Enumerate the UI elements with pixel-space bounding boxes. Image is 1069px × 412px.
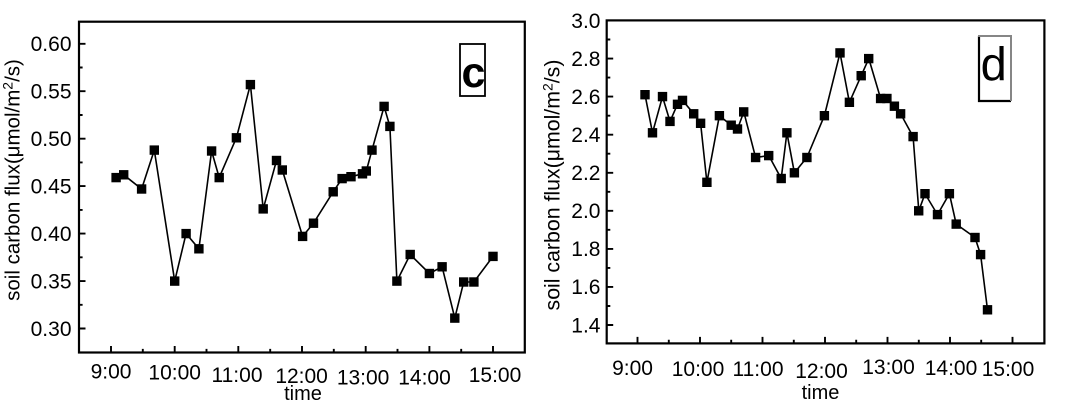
svg-text:0.40: 0.40: [31, 223, 72, 246]
svg-text:1.8: 1.8: [571, 238, 600, 261]
svg-text:3.0: 3.0: [571, 10, 600, 33]
svg-text:1.4: 1.4: [571, 314, 601, 337]
svg-text:15:00: 15:00: [982, 358, 1035, 381]
svg-text:9:00: 9:00: [91, 361, 132, 384]
svg-text:0.50: 0.50: [31, 128, 72, 151]
svg-text:12:00: 12:00: [275, 365, 328, 388]
svg-text:10:00: 10:00: [148, 362, 201, 385]
svg-text:12:00: 12:00: [795, 360, 848, 383]
svg-text:1.6: 1.6: [571, 276, 600, 299]
svg-text:c: c: [462, 49, 486, 97]
svg-text:soil carbon flux(μmol/m2/s): soil carbon flux(μmol/m2/s): [540, 60, 565, 311]
svg-text:2.2: 2.2: [571, 162, 600, 185]
svg-text:9:00: 9:00: [612, 357, 653, 380]
svg-text:2.0: 2.0: [571, 200, 600, 223]
svg-text:0.30: 0.30: [31, 318, 72, 341]
svg-text:2.4: 2.4: [571, 124, 601, 147]
svg-text:0.45: 0.45: [31, 175, 72, 198]
svg-text:13:00: 13:00: [337, 367, 390, 390]
svg-text:10:00: 10:00: [672, 358, 725, 381]
svg-text:14:00: 14:00: [925, 357, 978, 380]
svg-text:15:00: 15:00: [469, 364, 522, 387]
svg-text:2.6: 2.6: [571, 86, 600, 109]
svg-text:14:00: 14:00: [398, 367, 451, 390]
svg-text:11:00: 11:00: [733, 358, 784, 381]
svg-text:0.55: 0.55: [31, 81, 72, 104]
svg-text:d: d: [981, 38, 1007, 91]
svg-text:soil carbon flux(μmol/m2/s): soil carbon flux(μmol/m2/s): [0, 59, 25, 301]
svg-text:13:00: 13:00: [862, 356, 915, 379]
svg-text:11:00: 11:00: [212, 364, 263, 387]
svg-text:time: time: [284, 383, 322, 405]
svg-text:time: time: [802, 382, 840, 404]
svg-text:2.8: 2.8: [571, 48, 600, 71]
svg-text:0.60: 0.60: [31, 33, 72, 56]
svg-text:0.35: 0.35: [31, 270, 72, 293]
